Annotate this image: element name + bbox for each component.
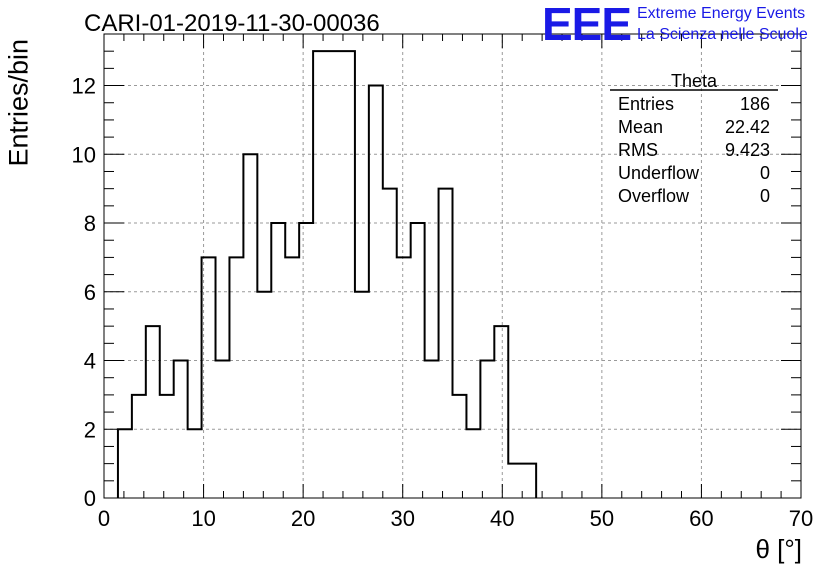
histogram-bin <box>397 257 411 498</box>
y-tick-label: 6 <box>84 280 96 305</box>
histogram-bin <box>411 223 425 498</box>
histogram-bin <box>341 51 355 498</box>
histogram-bin <box>132 395 146 498</box>
y-axis-label: Entries/bin <box>3 38 34 167</box>
x-tick-label: 20 <box>291 506 315 531</box>
logo-caption: Extreme Energy Events La Scienza nelle S… <box>637 3 808 45</box>
x-axis-label: θ [°] <box>755 534 802 564</box>
histogram-bin <box>355 292 369 498</box>
logo-line-1: Extreme Energy Events <box>637 5 806 22</box>
histogram-bin <box>174 361 188 498</box>
histogram-bin <box>229 257 243 498</box>
histogram-bin <box>439 189 453 498</box>
stats-value: 0 <box>760 186 770 206</box>
histogram-bin <box>453 395 467 498</box>
stats-label: Overflow <box>618 186 690 206</box>
stats-value: 22.42 <box>725 117 770 137</box>
histogram-bin <box>216 361 230 498</box>
histogram-bin <box>508 464 522 498</box>
stats-value: 9.423 <box>725 140 770 160</box>
stats-value: 186 <box>740 94 770 114</box>
y-tick-label: 12 <box>72 74 96 99</box>
logo-line-2: La Scienza nelle Scuole <box>637 26 808 43</box>
histogram-bin <box>383 189 397 498</box>
stats-label: Mean <box>618 117 663 137</box>
histogram-bin <box>118 429 132 498</box>
histogram-bin <box>327 51 341 498</box>
histogram-bin <box>425 361 439 498</box>
y-tick-label: 8 <box>84 211 96 236</box>
histogram-bin <box>369 86 383 498</box>
histogram-bin <box>257 292 271 498</box>
x-tick-label: 60 <box>689 506 713 531</box>
y-tick-label: 0 <box>84 486 96 511</box>
x-tick-label: 0 <box>98 506 110 531</box>
histogram-bin <box>494 326 508 498</box>
x-tick-label: 30 <box>390 506 414 531</box>
x-tick-label: 70 <box>789 506 813 531</box>
histogram-bin <box>188 429 202 498</box>
stats-label: Entries <box>618 94 674 114</box>
stats-label: Underflow <box>618 163 700 183</box>
x-tick-label: 50 <box>590 506 614 531</box>
histogram-bin <box>146 326 160 498</box>
histogram-bin <box>522 464 536 498</box>
histogram-bin <box>285 257 299 498</box>
y-tick-label: 4 <box>84 349 96 374</box>
histogram-bin <box>243 154 257 498</box>
y-tick-label: 10 <box>72 142 96 167</box>
histogram-series <box>116 50 538 498</box>
y-tick-label: 2 <box>84 417 96 442</box>
histogram-bin <box>271 223 285 498</box>
x-tick-label: 40 <box>490 506 514 531</box>
x-tick-label: 10 <box>191 506 215 531</box>
histogram-bin <box>466 429 480 498</box>
plot-frame <box>103 33 802 499</box>
histogram-bin <box>160 395 174 498</box>
stats-box-title: Theta <box>671 71 718 91</box>
histogram-bin <box>202 257 216 498</box>
eee-logo: EEE <box>542 0 632 50</box>
chart-title: CARI-01-2019-11-30-00036 <box>84 10 380 37</box>
histogram-bin <box>299 223 313 498</box>
stats-label: RMS <box>618 140 658 160</box>
histogram-bin <box>480 361 494 498</box>
histogram-bin <box>313 51 327 498</box>
stats-value: 0 <box>760 163 770 183</box>
